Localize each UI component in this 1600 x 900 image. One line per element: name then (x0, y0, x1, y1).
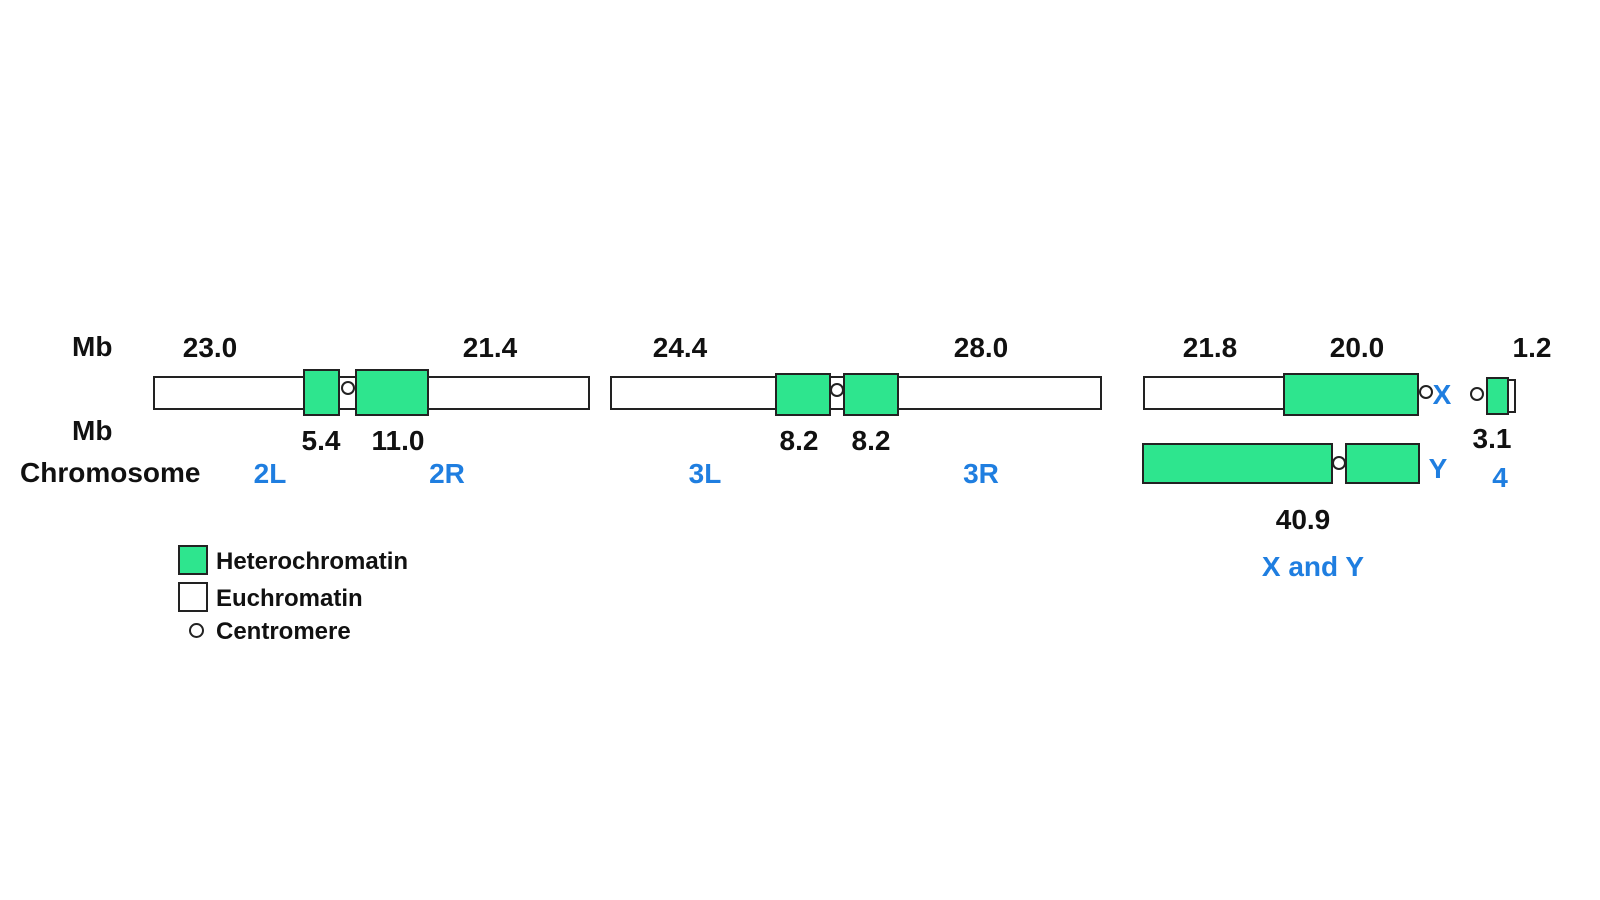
legend-centromere-symbol (189, 623, 204, 638)
size-2R-heterochromatin: 11.0 (371, 425, 425, 456)
chromosome-3-centromere (830, 383, 844, 397)
legend-euchromatin-label: Euchromatin (216, 585, 363, 612)
legend-euchromatin-swatch (178, 582, 208, 612)
size-2L-heterochromatin: 5.4 (301, 425, 341, 456)
chromosome-3R-heterochromatin (843, 373, 899, 416)
size-3R: 28.0 (953, 332, 1009, 363)
size-X-euchromatin: 21.8 (1182, 332, 1238, 363)
size-3L: 24.4 (652, 332, 708, 363)
mb-label-bottom: Mb (72, 415, 113, 446)
size-3R-heterochromatin: 8.2 (851, 425, 891, 456)
size-X-heterochromatin: 20.0 (1329, 332, 1385, 363)
chromosome-label: Chromosome (20, 457, 201, 488)
legend-heterochromatin-label: Heterochromatin (216, 548, 409, 575)
chromosome-X-euchromatin (1143, 376, 1285, 410)
chromosome-4-centromere (1470, 387, 1484, 401)
chromosome-2L-heterochromatin (303, 369, 340, 416)
chromosome-Y-heterochromatin-left (1142, 443, 1333, 484)
chromosome-4-heterochromatin (1486, 377, 1509, 415)
chromosome-2-centromere (341, 381, 355, 395)
chromosome-4-euchromatin (1507, 379, 1516, 413)
size-3L-heterochromatin: 8.2 (779, 425, 819, 456)
chromosome-X-centromere (1419, 385, 1433, 399)
size-4-heterochromatin: 3.1 (1472, 423, 1512, 454)
legend-centromere-label: Centromere (216, 618, 351, 645)
chromosome-Y-centromere (1332, 456, 1346, 470)
arm-label-2R: 2R (429, 458, 465, 489)
size-Y: 40.9 (1275, 504, 1331, 535)
chromosome-X-heterochromatin (1283, 373, 1419, 416)
legend-heterochromatin-swatch (178, 545, 208, 575)
chromosome-Y-heterochromatin-right (1345, 443, 1420, 484)
chromosome-3L-heterochromatin (775, 373, 831, 416)
arm-label-2L: 2L (253, 458, 287, 489)
arm-label-4: 4 (1492, 462, 1508, 493)
arm-label-3R: 3R (963, 458, 999, 489)
size-2L: 23.0 (182, 332, 238, 363)
arm-label-3L: 3L (688, 458, 722, 489)
mb-label-top: Mb (72, 331, 113, 362)
arm-label-Y: Y (1428, 453, 1448, 484)
size-2R: 21.4 (462, 332, 518, 363)
xy-group-label: X and Y (1261, 551, 1365, 582)
size-4-euchromatin: 1.2 (1512, 332, 1552, 363)
chromosome-2R-heterochromatin (355, 369, 429, 416)
arm-label-X: X (1432, 379, 1452, 410)
